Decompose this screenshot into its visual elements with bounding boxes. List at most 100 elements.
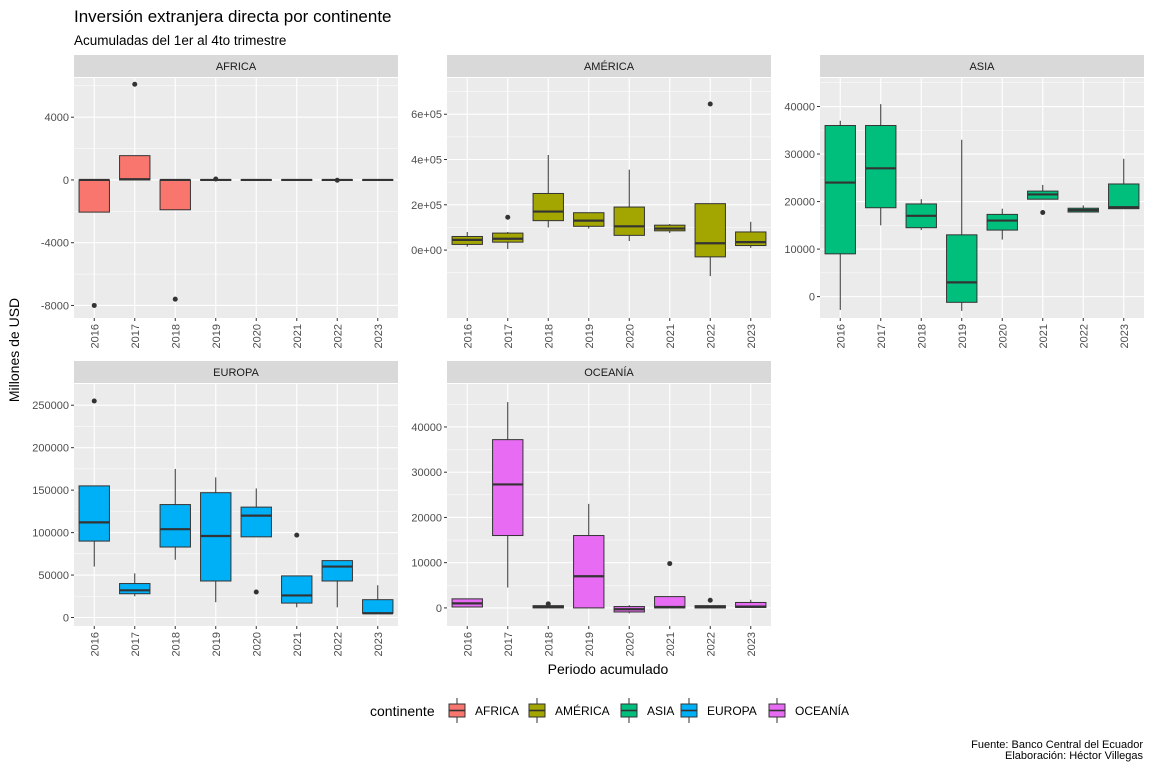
x-tick-label: 2022 (332, 324, 344, 348)
y-tick-label: 2e+05 (411, 200, 442, 212)
legend-key (620, 698, 638, 723)
box-asia-2022 (1067, 205, 1099, 213)
box-africa-2020 (240, 178, 272, 182)
box-iqr (281, 575, 313, 604)
x-tick-label: 2019 (211, 324, 223, 348)
chart-title: Inversión extranjera directa por contine… (74, 7, 392, 26)
chart-subtitle: Acumuladas del 1er al 4to trimestre (74, 33, 286, 48)
box-iqr (492, 232, 524, 243)
box-america-2018 (532, 154, 564, 228)
outlier-point (707, 597, 713, 603)
box-america-2020 (613, 169, 645, 242)
facet-strip (74, 361, 398, 383)
x-tick-label: 2017 (130, 324, 142, 348)
legend-label: AFRICA (475, 704, 519, 718)
x-tick-label: 2021 (1038, 324, 1050, 348)
facet-oceania: OCEANÍA 0 10000 20000 30000 40000 2016 2017 2018… (411, 361, 771, 656)
x-tick-label: 2019 (584, 632, 596, 656)
box-iqr (119, 155, 151, 181)
y-tick-label: 20000 (784, 197, 815, 209)
legend-item-africa: AFRICA (448, 698, 519, 723)
box-iqr (321, 560, 353, 582)
x-tick-label: 2016 (89, 632, 101, 656)
y-tick-label: 4e+05 (411, 155, 442, 167)
box-africa-2018 (159, 178, 191, 302)
x-tick-label: 2018 (543, 632, 555, 656)
box-asia-2018 (905, 199, 937, 231)
box-europa-2023 (362, 585, 394, 615)
x-tick-label: 2020 (624, 324, 636, 348)
box-iqr (573, 212, 605, 227)
facet-africa: AFRICA -8000 -4000 0 4000 2016 2017 2018 2019 202… (41, 55, 398, 348)
panel-background (74, 78, 398, 318)
outlier-point (707, 101, 713, 107)
box-oceania-2016 (451, 598, 483, 608)
legend-item-europa: EUROPA (680, 698, 757, 723)
x-tick-label: 2020 (251, 324, 263, 348)
box-iqr (573, 535, 605, 609)
outlier-point (132, 81, 138, 87)
box-oceania-2019 (573, 503, 605, 609)
y-tick-label: 0e+00 (411, 245, 442, 257)
facet-europa: EUROPA 0 50000 100000 150000 200000 250000 2016… (32, 361, 398, 656)
box-iqr (492, 439, 524, 537)
caption-author: Elaboración: Héctor Villegas (1005, 750, 1143, 762)
box-asia-2020 (986, 208, 1018, 240)
x-tick-label: 2022 (332, 632, 344, 656)
x-tick-label: 2023 (373, 632, 385, 656)
y-tick-label: 30000 (784, 149, 815, 161)
facet-strip-label: EUROPA (213, 367, 259, 379)
x-tick-label: 2021 (292, 324, 304, 348)
y-tick-label: 0 (436, 603, 442, 615)
x-tick-label: 2017 (503, 324, 515, 348)
x-tick-label: 2022 (705, 632, 717, 656)
box-america-2017 (492, 214, 524, 249)
outlier-point (91, 302, 97, 308)
box-europa-2017 (119, 573, 151, 597)
box-oceania-2022 (694, 597, 726, 609)
legend-label: AMÉRICA (555, 703, 610, 718)
legend-key (448, 698, 466, 723)
legend-item-america: AMÉRICA (528, 698, 610, 723)
outlier-point (213, 176, 219, 182)
legend-label: EUROPA (707, 704, 757, 718)
legend-label: OCEANÍA (795, 703, 849, 718)
x-tick-label: 2023 (373, 324, 385, 348)
x-tick-label: 2021 (665, 324, 677, 348)
box-asia-2021 (1027, 184, 1059, 215)
box-iqr (986, 213, 1018, 231)
y-axis-label: Millones de USD (6, 298, 22, 402)
legend-item-asia: ASIA (620, 698, 674, 723)
box-oceania-2017 (492, 402, 524, 588)
y-tick-label: 50000 (38, 570, 69, 582)
x-tick-label: 2018 (170, 632, 182, 656)
facet-strip-label: AMÉRICA (584, 60, 635, 73)
x-tick-label: 2016 (462, 632, 474, 656)
facet-strip-label: AFRICA (216, 61, 257, 73)
box-iqr (735, 231, 767, 247)
box-africa-2016 (78, 178, 110, 308)
x-tick-label: 2023 (746, 324, 758, 348)
y-tick-label: 40000 (411, 422, 442, 434)
x-tick-label: 2016 (835, 324, 847, 348)
y-tick-label: 6e+05 (411, 109, 442, 121)
panel-background (447, 78, 771, 318)
box-iqr (532, 192, 564, 222)
outlier-point (545, 601, 551, 607)
x-tick-label: 2016 (89, 324, 101, 348)
x-tick-label: 2022 (705, 324, 717, 348)
x-tick-label: 2023 (1119, 324, 1131, 348)
outlier-point (505, 214, 511, 220)
y-tick-label: 100000 (32, 528, 69, 540)
box-america-2023 (735, 221, 767, 248)
outlier-point (667, 561, 673, 567)
box-africa-2021 (281, 178, 313, 182)
box-asia-2017 (865, 104, 897, 226)
caption-source: Fuente: Banco Central del Ecuador (971, 739, 1143, 751)
box-asia-2016 (824, 120, 856, 310)
y-tick-label: 0 (809, 292, 815, 304)
legend-item-oceania: OCEANÍA (768, 698, 849, 723)
outlier-point (91, 398, 97, 404)
x-tick-label: 2018 (170, 324, 182, 348)
